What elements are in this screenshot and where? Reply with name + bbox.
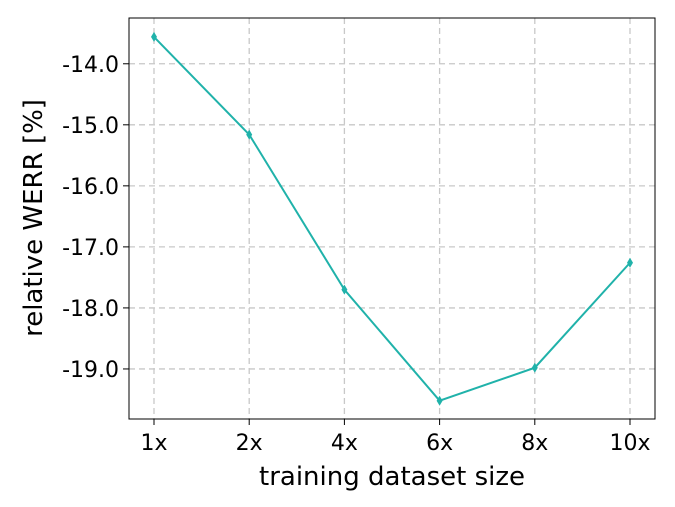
data-point [627,257,633,268]
x-tick-label: 6x [426,431,453,456]
y-tick-label: -17.0 [62,236,119,261]
data-point [341,284,348,295]
x-tick-label: 4x [331,431,358,456]
x-tick-label: 10x [609,431,650,456]
data-point [151,31,157,42]
x-tick-label: 1x [140,431,167,456]
data-point [436,395,443,406]
y-tick-label: -15.0 [62,114,119,139]
plot-frame [128,17,656,420]
data-point [531,362,538,373]
x-tick-label: 2x [236,431,263,456]
x-axis-label: training dataset size [259,462,525,492]
y-tick-label: -16.0 [62,175,119,200]
x-tick-label: 8x [521,431,548,456]
y-tick-label: -19.0 [62,358,119,383]
y-axis-label: relative WERR [%] [19,99,49,337]
y-tick-label: -14.0 [62,53,119,78]
y-tick-label: -18.0 [62,297,119,322]
data-line [153,36,631,402]
data-point [246,129,253,140]
